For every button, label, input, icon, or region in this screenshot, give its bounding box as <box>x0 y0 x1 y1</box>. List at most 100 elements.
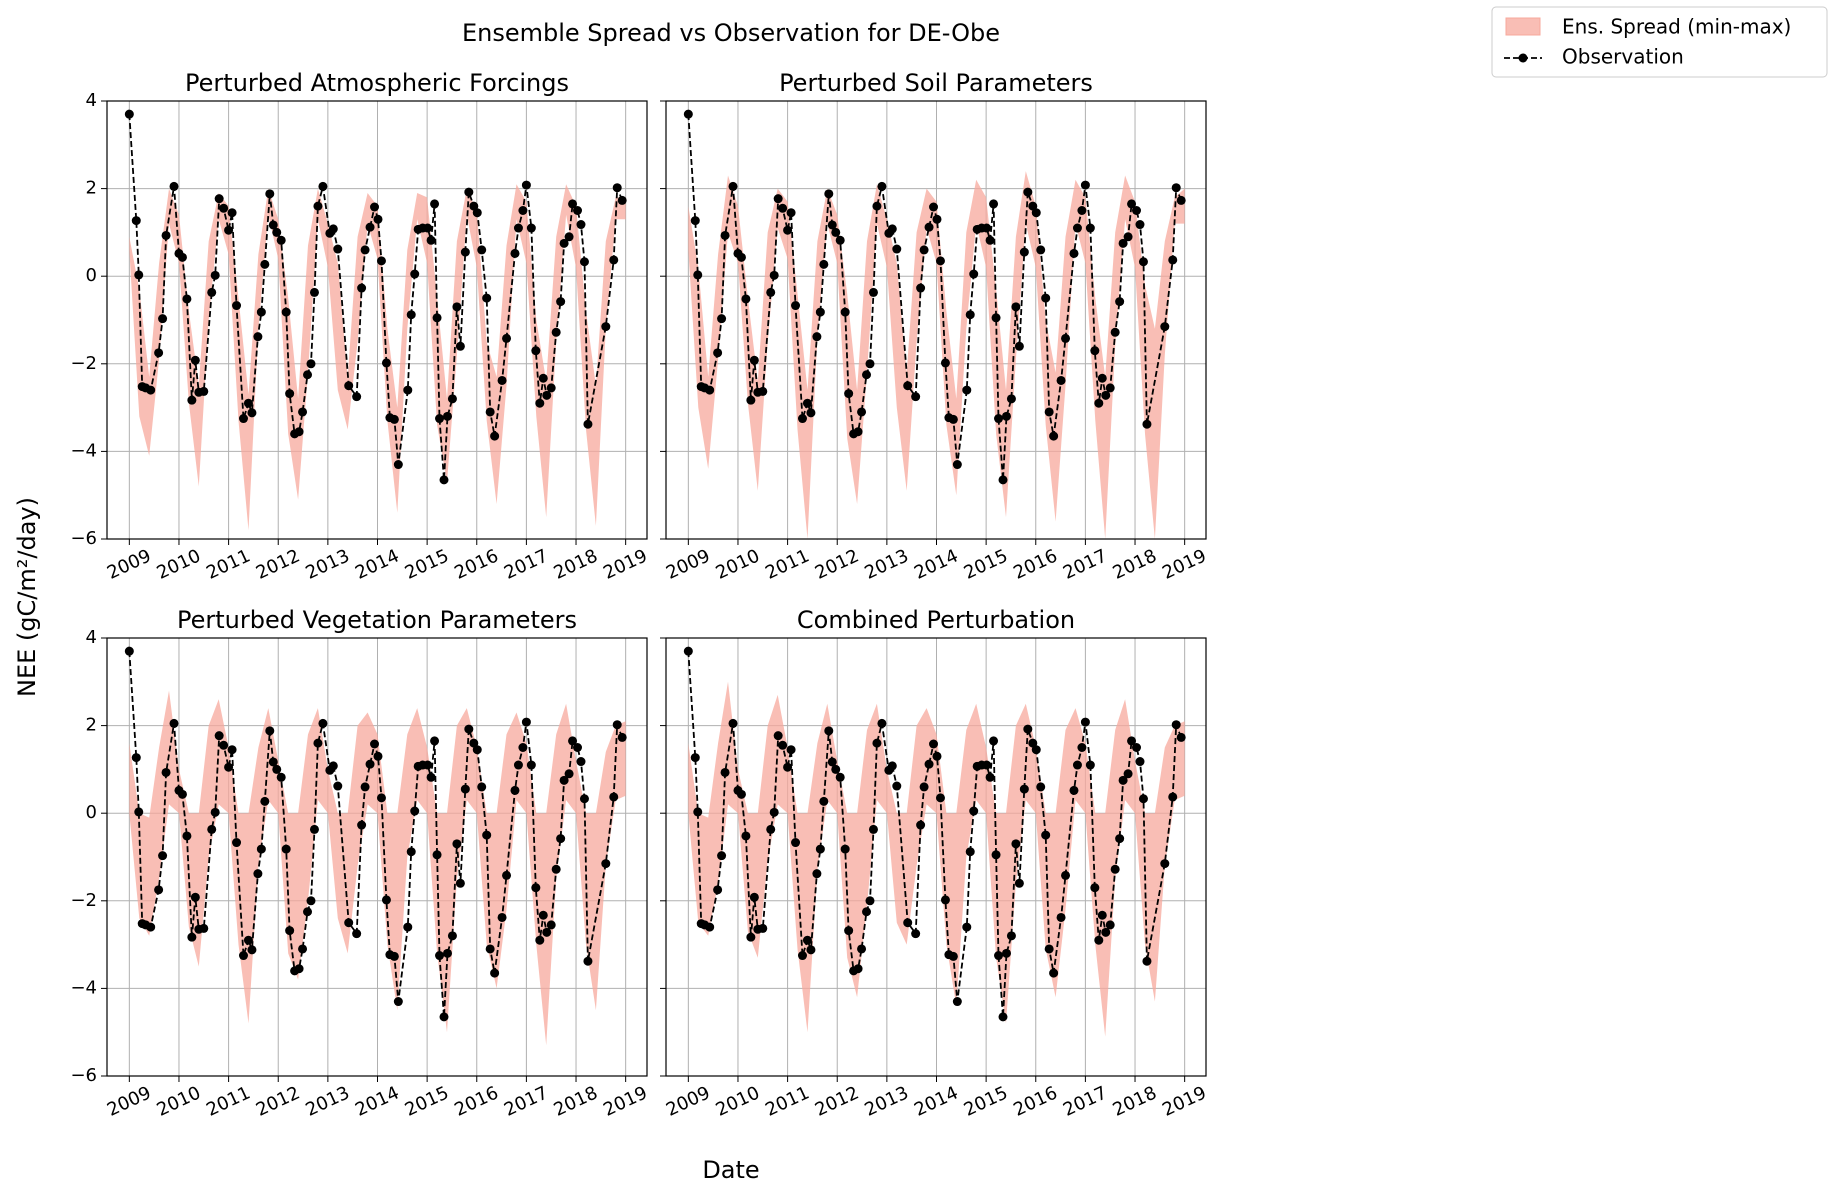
x-tick-label: 2017 <box>501 1082 551 1120</box>
observation-point <box>370 739 380 749</box>
observation-point <box>1097 910 1107 920</box>
observation-point <box>835 235 845 245</box>
observation-point <box>962 922 972 932</box>
observation-point <box>313 201 323 211</box>
observation-point <box>935 793 945 803</box>
observation-point <box>741 831 751 841</box>
observation-point <box>736 789 746 799</box>
observation-point <box>1171 183 1181 193</box>
observation-point <box>1168 255 1178 265</box>
observation-point <box>485 944 495 954</box>
observation-point <box>576 220 586 230</box>
observation-point <box>758 923 768 933</box>
x-axis-label: Date <box>702 1156 759 1184</box>
observation-point <box>243 398 253 408</box>
observation-point <box>769 270 779 280</box>
subplot-title: Combined Perturbation <box>797 606 1075 634</box>
observation-point <box>887 224 897 234</box>
observation-point <box>1069 785 1079 795</box>
x-tick-label: 2016 <box>1010 545 1060 583</box>
observation-point <box>812 869 822 879</box>
observation-point <box>333 244 343 254</box>
observation-point <box>224 225 234 235</box>
observation-point <box>1080 717 1090 727</box>
observation-point <box>1123 769 1133 779</box>
observation-point <box>806 945 816 955</box>
observation-point <box>526 223 536 233</box>
x-tick-label: 2019 <box>600 1082 650 1120</box>
observation-point <box>840 307 850 317</box>
y-tick-label: −6 <box>70 528 97 549</box>
observation-point <box>877 181 887 191</box>
observation-point <box>786 208 796 218</box>
observation-point <box>998 1012 1008 1022</box>
observation-point <box>306 359 316 369</box>
observation-point <box>872 738 882 748</box>
observation-point <box>464 187 474 197</box>
observation-line <box>128 114 624 480</box>
observation-point <box>352 929 362 939</box>
observation-point <box>690 216 700 226</box>
observation-point <box>1080 180 1090 190</box>
observation-point <box>579 257 589 267</box>
observation-point <box>344 381 354 391</box>
observation-point <box>1049 431 1059 441</box>
observation-point <box>1127 736 1137 746</box>
observation-point <box>131 753 141 763</box>
observation-point <box>232 838 242 848</box>
observation-point <box>238 951 248 961</box>
observation-point <box>207 287 217 297</box>
observation-point <box>455 341 465 351</box>
observation-point <box>935 256 945 266</box>
plot-frame <box>106 637 648 1077</box>
observation-point <box>998 475 1008 485</box>
observation-point <box>1044 407 1054 417</box>
observation-point <box>265 726 275 736</box>
observation-point <box>758 386 768 396</box>
observation-point <box>410 806 420 816</box>
observation-point <box>1118 238 1128 248</box>
observation-point <box>298 407 308 417</box>
x-tick-label: 2011 <box>762 1082 812 1120</box>
observation-point <box>169 718 179 728</box>
observation-point <box>1138 794 1148 804</box>
observation-point <box>812 332 822 342</box>
observation-point <box>328 224 338 234</box>
observation-point <box>919 782 929 792</box>
observation-point <box>877 718 887 728</box>
observation-point <box>827 220 837 230</box>
spread-band <box>129 184 626 531</box>
observation-point <box>857 407 867 417</box>
observation-point <box>389 414 399 424</box>
observation-point <box>769 807 779 817</box>
observation-point <box>1006 394 1016 404</box>
observation-point <box>373 751 383 761</box>
x-tick-label: 2012 <box>812 1082 862 1120</box>
observation-point <box>497 912 507 922</box>
observation-point <box>551 327 561 337</box>
observation-point <box>187 932 197 942</box>
observation-point <box>328 761 338 771</box>
observation-point <box>797 951 807 961</box>
observation-point <box>357 820 367 830</box>
x-tick-label: 2018 <box>551 1082 601 1120</box>
observation-point <box>333 781 343 791</box>
observation-point <box>1077 743 1087 752</box>
observation-point <box>824 189 834 199</box>
observation-point <box>766 287 776 297</box>
observation-point <box>1135 220 1145 230</box>
observation-point <box>182 294 192 304</box>
observation-point <box>439 1012 449 1022</box>
observation-point <box>502 333 512 343</box>
observation-point <box>460 784 470 794</box>
observation-point <box>802 398 812 408</box>
observation-point <box>601 859 611 869</box>
observation-point <box>464 724 474 734</box>
observation-point <box>1019 247 1029 257</box>
observation-point <box>502 870 512 880</box>
observation-point <box>819 259 829 269</box>
observation-point <box>403 922 413 932</box>
y-tick-label: 4 <box>86 90 97 111</box>
observation-point <box>253 332 263 342</box>
x-tick-label: 2011 <box>203 1082 253 1120</box>
